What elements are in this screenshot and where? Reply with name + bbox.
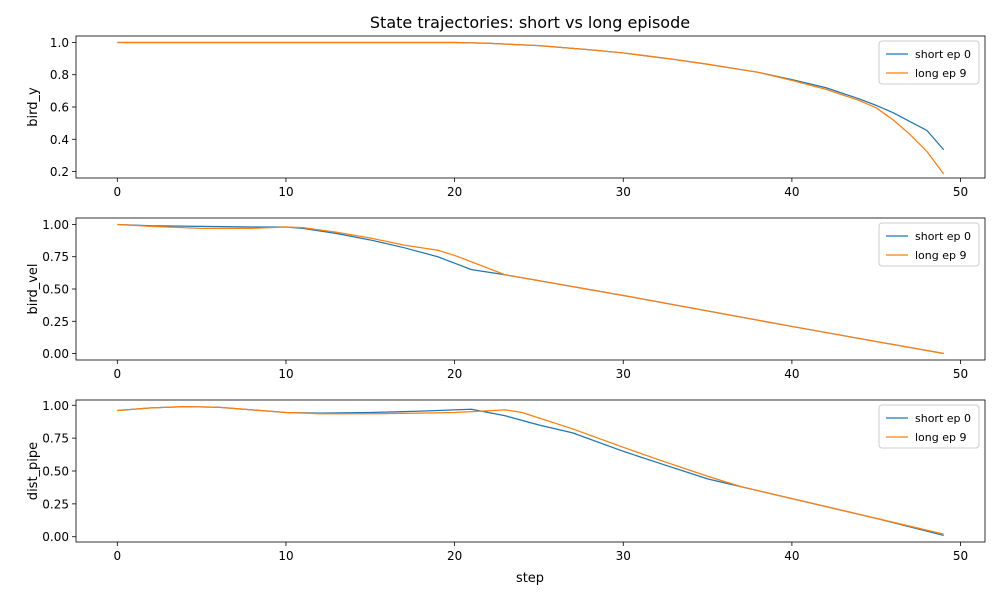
y-tick-label: 0.25 — [42, 315, 69, 329]
subplot-bird-y: 0 10 20 30 40 50 0.2 0.4 0.6 0.8 1.0 bird_y short ep… — [26, 35, 986, 199]
x-tick-label: 20 — [447, 549, 462, 563]
x-tick-label: 0 — [113, 185, 121, 199]
y-tick-label: 0.75 — [42, 432, 69, 446]
x-tick-label: 30 — [616, 367, 631, 381]
y-tick-label: 0.00 — [42, 347, 69, 361]
x-tick-label: 10 — [278, 185, 293, 199]
x-tick-label: 30 — [616, 185, 631, 199]
x-tick-label: 50 — [953, 367, 968, 381]
legend-label: long ep 9 — [915, 67, 966, 80]
x-tick-label: 20 — [447, 185, 462, 199]
x-tick-label: 20 — [447, 367, 462, 381]
legend-label: short ep 0 — [915, 48, 971, 61]
legend-label: long ep 9 — [915, 431, 966, 444]
legend-label: long ep 9 — [915, 249, 966, 262]
y-tick-label: 0.75 — [42, 250, 69, 264]
x-tick-label: 40 — [784, 367, 799, 381]
x-tick-label: 10 — [278, 549, 293, 563]
legend-label: short ep 0 — [915, 412, 971, 425]
y-tick-label: 1.00 — [42, 218, 69, 232]
y-tick-label: 0.50 — [42, 465, 69, 479]
x-tick-label: 30 — [616, 549, 631, 563]
y-axis-label: bird_y — [26, 87, 41, 127]
series-line-long-ep-9 — [117, 223, 944, 355]
x-axis-label: step — [516, 571, 544, 586]
y-tick-label: 1.0 — [50, 36, 69, 50]
x-tick-label: 50 — [953, 185, 968, 199]
y-tick-label: 0.00 — [42, 530, 69, 544]
legend: short ep 0 long ep 9 — [878, 404, 980, 449]
subplot-dist-pipe: 0 10 20 30 40 50 0.00 0.25 0.50 0.75 1.00 dist_pipe… — [26, 399, 986, 563]
series-line-long-ep-9 — [117, 405, 944, 535]
figure-title: State trajectories: short vs long episod… — [370, 13, 690, 32]
legend-label: short ep 0 — [915, 230, 971, 243]
y-tick-label: 0.25 — [42, 497, 69, 511]
x-tick-label: 50 — [953, 549, 968, 563]
legend: short ep 0 long ep 9 — [878, 222, 980, 267]
y-axis-label: bird_vel — [26, 263, 41, 314]
x-tick-label: 40 — [784, 549, 799, 563]
y-tick-label: 0.6 — [50, 101, 69, 115]
x-tick-label: 0 — [113, 367, 121, 381]
y-tick-label: 0.2 — [50, 165, 69, 179]
series-line-long-ep-9 — [117, 41, 945, 175]
subplot-bird-vel: 0 10 20 30 40 50 0.00 0.25 0.50 0.75 1.00 bird_vel s… — [26, 217, 986, 381]
y-tick-label: 0.8 — [50, 68, 69, 82]
y-axis-label: dist_pipe — [26, 442, 41, 500]
legend: short ep 0 long ep 9 — [878, 40, 980, 85]
x-tick-label: 0 — [113, 549, 121, 563]
x-tick-label: 10 — [278, 367, 293, 381]
x-tick-label: 40 — [784, 185, 799, 199]
y-tick-label: 0.4 — [50, 133, 69, 147]
y-tick-label: 1.00 — [42, 399, 69, 413]
y-tick-label: 0.50 — [42, 283, 69, 297]
